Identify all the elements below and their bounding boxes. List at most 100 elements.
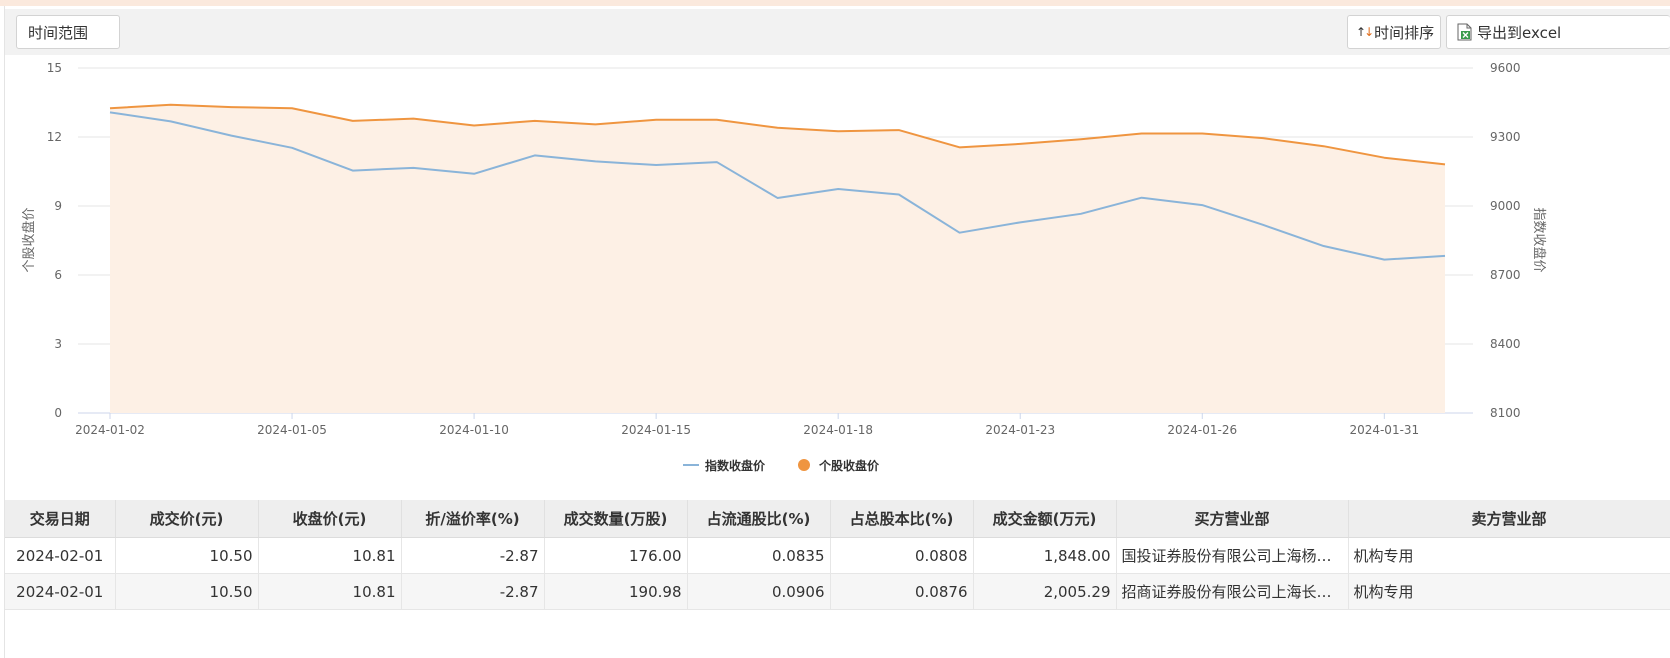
y-left-tick-label: 9 — [54, 199, 62, 213]
index-point[interactable] — [1382, 258, 1386, 262]
cell-volume: 176.00 — [544, 537, 688, 574]
stock-point[interactable] — [1079, 137, 1083, 141]
index-point[interactable] — [654, 163, 658, 167]
cell-amount: 2,005.29 — [973, 573, 1117, 610]
index-point[interactable] — [533, 153, 537, 157]
col-header-volume[interactable]: 成交数量(万股) — [544, 500, 688, 538]
y-right-tick-label: 9000 — [1490, 199, 1521, 213]
stock-point[interactable] — [958, 145, 962, 149]
index-point[interactable] — [897, 193, 901, 197]
stock-close-line[interactable] — [109, 103, 1446, 166]
stock-point[interactable] — [108, 106, 112, 110]
stock-point[interactable] — [472, 124, 476, 128]
index-point[interactable] — [169, 119, 173, 123]
legend-label-stock[interactable]: 个股收盘价 — [818, 458, 880, 473]
stock-point[interactable] — [836, 129, 840, 133]
export-excel-button[interactable]: 导出到excel — [1446, 15, 1670, 49]
index-point[interactable] — [1200, 203, 1204, 207]
col-header-trade-date[interactable]: 交易日期 — [5, 500, 116, 538]
y-axis-left-title: 个股收盘价 — [21, 207, 37, 272]
y-left-tick-label: 3 — [54, 337, 62, 351]
cell-buyer[interactable]: 国投证券股份有限公司上海杨… — [1116, 537, 1349, 574]
stock-point[interactable] — [351, 119, 355, 123]
table-row[interactable]: 2024-02-01 10.50 10.81 -2.87 176.00 0.08… — [5, 537, 1670, 574]
y-right-tick-label: 8700 — [1490, 268, 1521, 282]
index-point[interactable] — [1261, 223, 1265, 227]
y-left-tick-label: 12 — [47, 130, 62, 144]
stock-area-fill — [110, 104, 1445, 414]
cell-float-ratio: 0.0906 — [687, 573, 831, 610]
stock-point[interactable] — [1443, 162, 1447, 166]
index-close-line[interactable] — [109, 111, 1446, 261]
index-point[interactable] — [290, 146, 294, 150]
cell-trade-price: 10.50 — [115, 537, 259, 574]
index-point[interactable] — [593, 159, 597, 163]
cell-close-price: 10.81 — [258, 537, 402, 574]
col-header-buyer[interactable]: 买方营业部 — [1116, 500, 1349, 538]
cell-amount: 1,848.00 — [973, 537, 1117, 574]
col-header-amount[interactable]: 成交金额(万元) — [973, 500, 1117, 538]
stock-point[interactable] — [715, 118, 719, 122]
cell-seller: 机构专用 — [1348, 537, 1670, 574]
cell-total-ratio: 0.0808 — [830, 537, 974, 574]
index-point[interactable] — [1443, 254, 1447, 258]
stock-point[interactable] — [1322, 144, 1326, 148]
y-left-tick-label: 0 — [54, 406, 62, 420]
stock-point[interactable] — [654, 118, 658, 122]
index-point[interactable] — [411, 166, 415, 170]
index-point[interactable] — [1079, 212, 1083, 216]
time-sort-button[interactable]: ↑↓ 时间排序 — [1347, 15, 1441, 49]
index-point[interactable] — [229, 134, 233, 138]
index-point[interactable] — [1322, 244, 1326, 248]
col-header-total-ratio[interactable]: 占总股本比(%) — [830, 500, 974, 538]
col-header-premium-rate[interactable]: 折/溢价率(%) — [401, 500, 545, 538]
table-header-row: 交易日期 成交价(元) 收盘价(元) 折/溢价率(%) 成交数量(万股) 占流通… — [5, 500, 1670, 538]
stock-point[interactable] — [169, 103, 173, 107]
stock-point[interactable] — [229, 105, 233, 109]
stock-point[interactable] — [776, 126, 780, 130]
cell-premium-rate: -2.87 — [401, 573, 545, 610]
stock-point[interactable] — [1018, 142, 1022, 146]
sort-arrows-icon: ↑↓ — [1356, 25, 1374, 39]
stock-point[interactable] — [290, 106, 294, 110]
x-tick-label: 2024-01-10 — [439, 423, 509, 437]
export-excel-label: 导出到excel — [1477, 23, 1562, 42]
cell-buyer[interactable]: 招商证券股份有限公司上海长… — [1116, 573, 1349, 610]
y-axis-right-title: 指数收盘价 — [1531, 207, 1547, 272]
index-point[interactable] — [472, 172, 476, 176]
index-point[interactable] — [958, 231, 962, 235]
chart-legend[interactable]: 指数收盘价 个股收盘价 — [683, 458, 880, 473]
col-header-seller[interactable]: 卖方营业部 — [1348, 500, 1670, 538]
time-range-button[interactable]: 时间范围 — [16, 15, 120, 49]
y-right-tick-label: 9300 — [1490, 130, 1521, 144]
index-point[interactable] — [776, 196, 780, 200]
index-point[interactable] — [1140, 196, 1144, 200]
index-point[interactable] — [108, 110, 112, 114]
stock-point[interactable] — [1200, 132, 1204, 136]
stock-point[interactable] — [1261, 136, 1265, 140]
index-point[interactable] — [1018, 220, 1022, 224]
index-point[interactable] — [715, 160, 719, 164]
index-point[interactable] — [836, 187, 840, 191]
top-accent-strip — [0, 0, 1670, 6]
excel-icon — [1457, 23, 1472, 41]
y-left-tick-label: 15 — [47, 61, 62, 75]
close-price-chart: 0 3 6 9 12 15 8100 8400 8700 9000 9300 9600 2024-0… — [21, 61, 1547, 473]
legend-label-index[interactable]: 指数收盘价 — [705, 458, 766, 473]
stock-point[interactable] — [897, 128, 901, 132]
stock-point[interactable] — [1140, 132, 1144, 136]
cell-float-ratio: 0.0835 — [687, 537, 831, 574]
block-trade-table: 交易日期 成交价(元) 收盘价(元) 折/溢价率(%) 成交数量(万股) 占流通… — [5, 500, 1670, 610]
x-tick-label: 2024-01-15 — [621, 423, 691, 437]
col-header-close-price[interactable]: 收盘价(元) — [258, 500, 402, 538]
table-row[interactable]: 2024-02-01 10.50 10.81 -2.87 190.98 0.09… — [5, 573, 1670, 610]
y-right-tick-label: 8400 — [1490, 337, 1521, 351]
index-point[interactable] — [351, 169, 355, 173]
stock-point[interactable] — [411, 117, 415, 121]
col-header-float-ratio[interactable]: 占流通股比(%) — [687, 500, 831, 538]
stock-point[interactable] — [533, 119, 537, 123]
stock-point[interactable] — [593, 122, 597, 126]
stock-point[interactable] — [1382, 156, 1386, 160]
col-header-trade-price[interactable]: 成交价(元) — [115, 500, 259, 538]
cell-trade-date: 2024-02-01 — [5, 537, 116, 574]
